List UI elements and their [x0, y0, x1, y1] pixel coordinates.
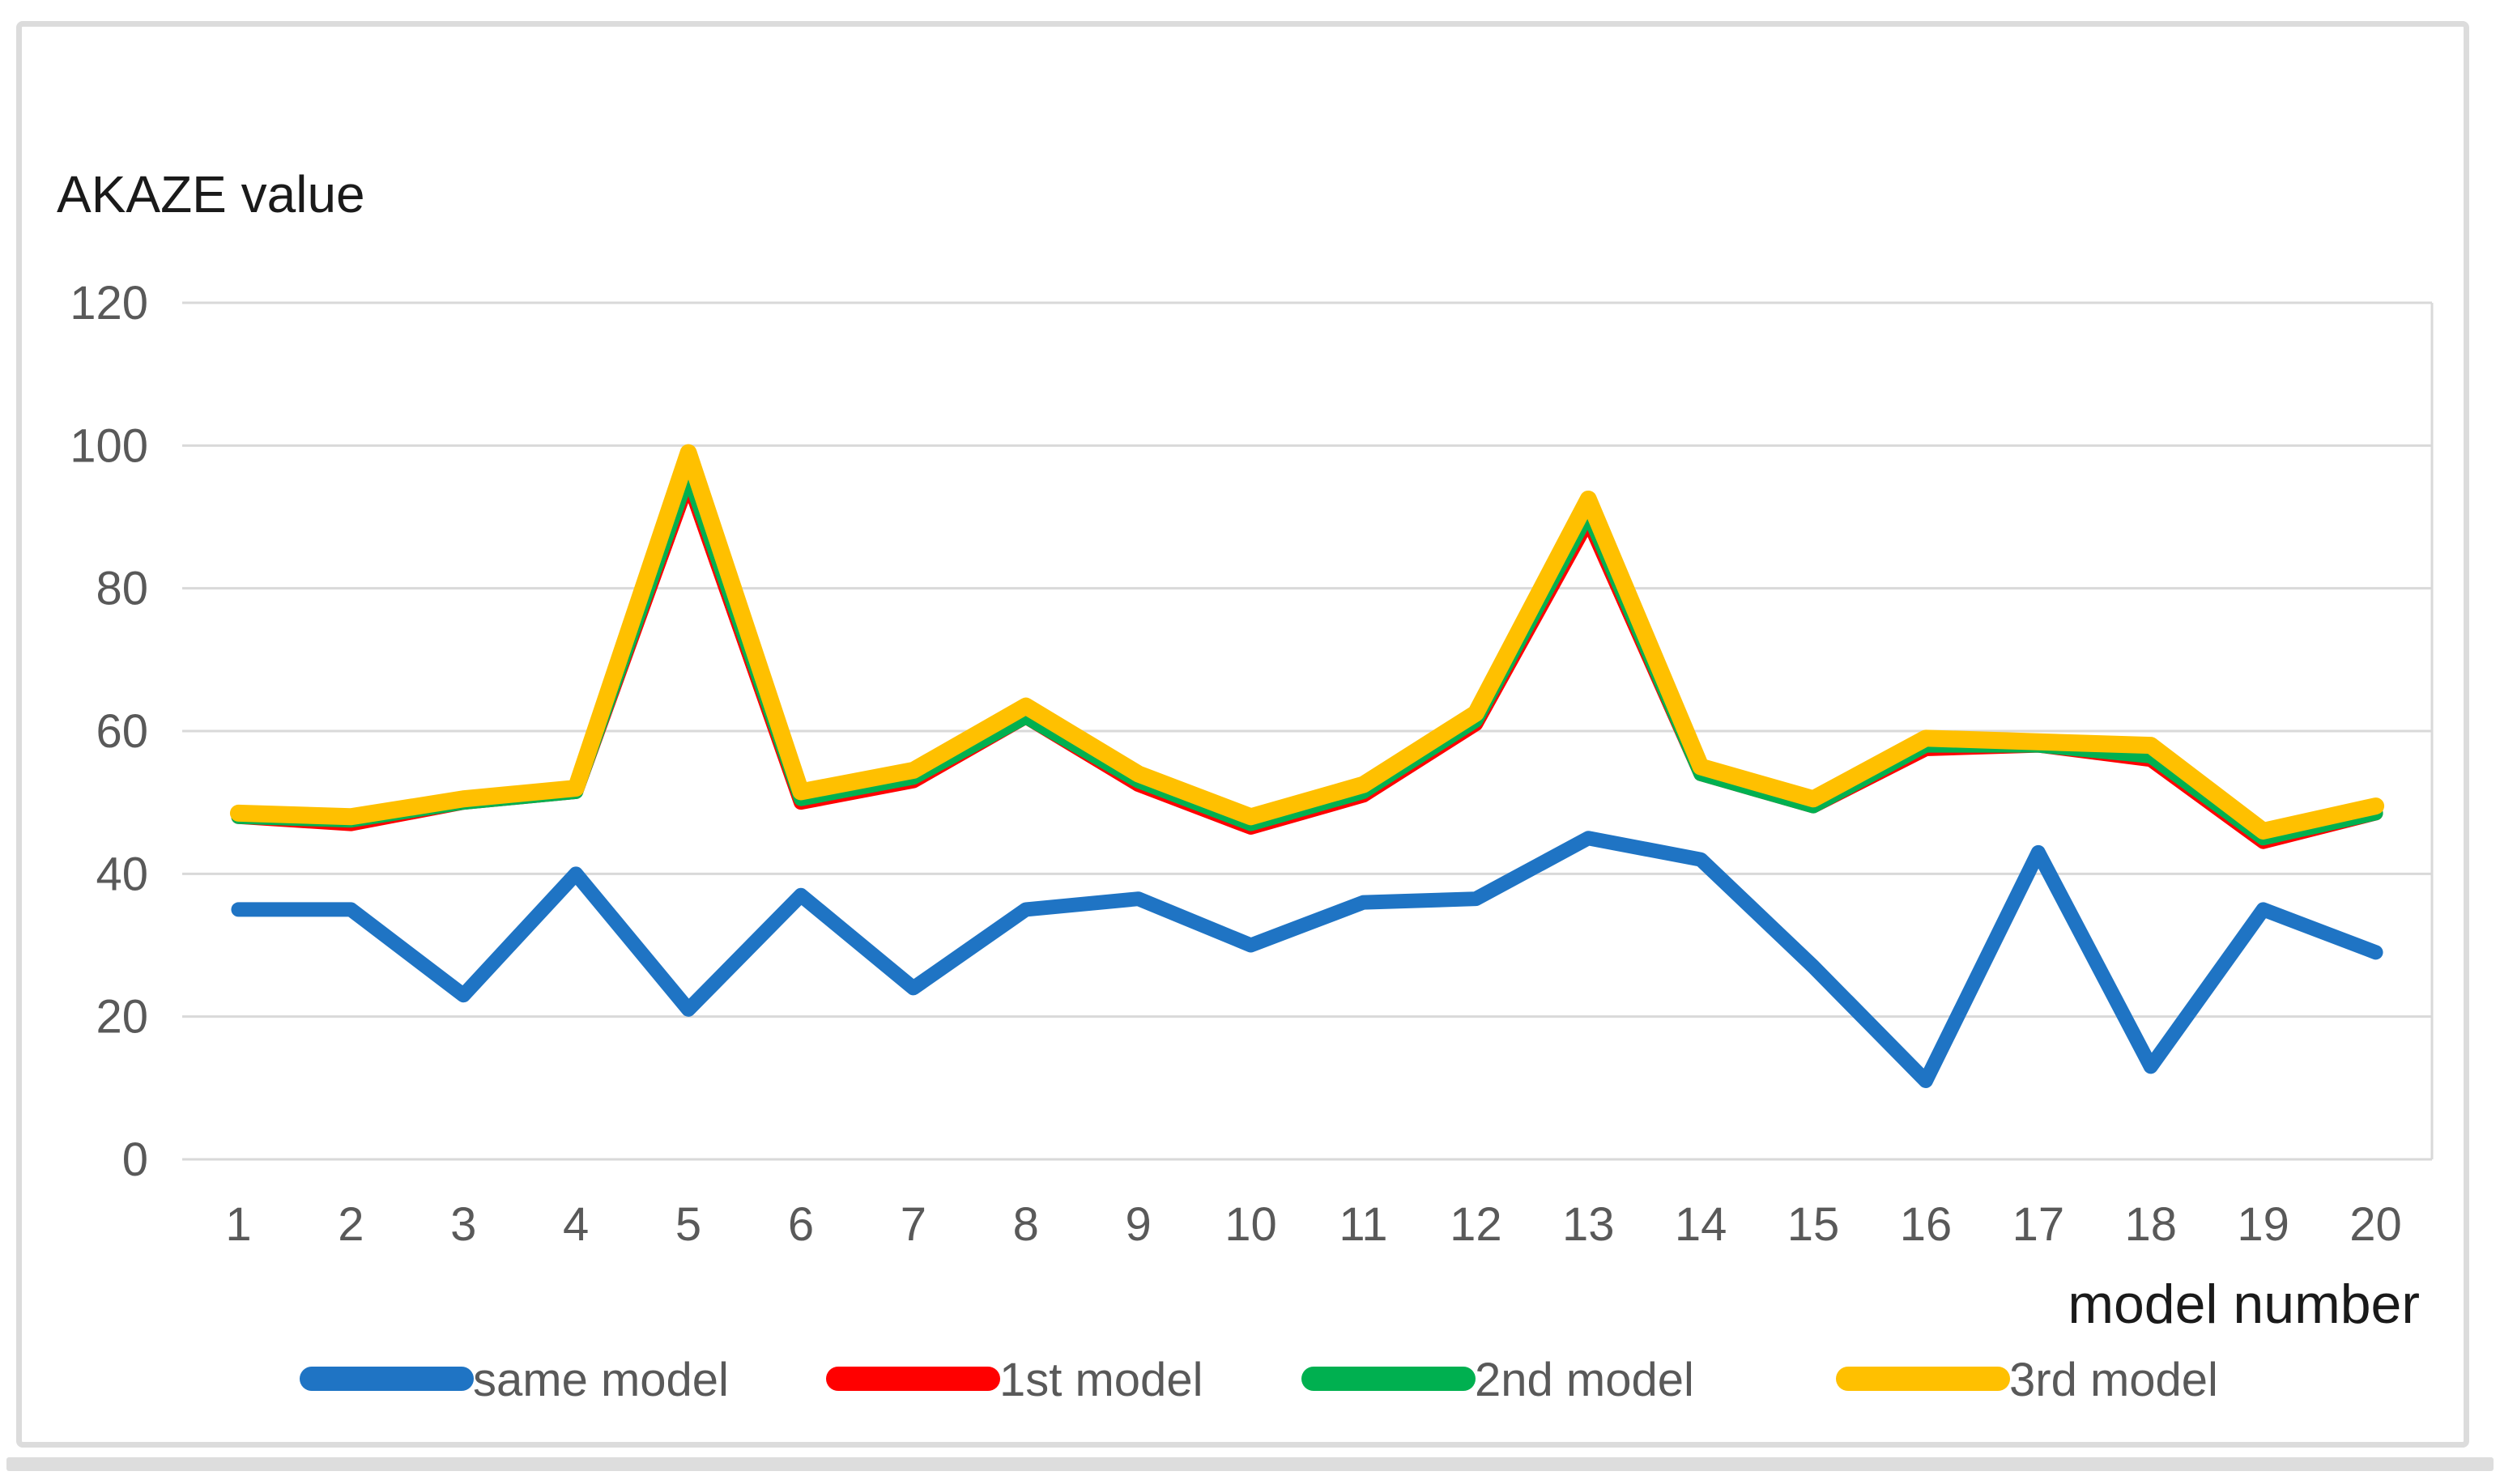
x-axis-labels: 1 2 3 4 5 6 7 8 9 10 11 12 13 14 15 16 17 18 19 20 — [225, 1198, 2401, 1251]
x-tick-label-1: 1 — [225, 1198, 251, 1251]
y-tick-label-100: 100 — [70, 419, 148, 472]
x-tick-label-20: 20 — [2349, 1198, 2402, 1251]
x-tick-label-17: 17 — [2012, 1198, 2065, 1251]
x-tick-label-11: 11 — [1339, 1198, 1387, 1251]
x-axis-title: model number — [2068, 1274, 2420, 1335]
y-tick-label-0: 0 — [122, 1133, 148, 1186]
x-tick-label-14: 14 — [1675, 1198, 1727, 1251]
legend-label-same-model: same model — [473, 1354, 729, 1406]
x-tick-label-3: 3 — [450, 1198, 476, 1251]
legend-item-2nd-model: 2nd model — [1301, 1354, 1694, 1406]
y-tick-label-80: 80 — [96, 563, 148, 615]
series-lines — [229, 444, 2385, 1089]
legend-label-3rd-model: 3rd model — [2009, 1354, 2218, 1406]
x-tick-label-19: 19 — [2237, 1198, 2289, 1251]
x-tick-label-2: 2 — [338, 1198, 364, 1251]
y-tick-label-40: 40 — [96, 848, 148, 900]
x-tick-label-7: 7 — [901, 1198, 926, 1251]
x-tick-label-4: 4 — [563, 1198, 589, 1251]
x-tick-label-18: 18 — [2124, 1198, 2177, 1251]
series-line-3rd-model — [229, 444, 2385, 840]
y-tick-label-60: 60 — [96, 705, 148, 758]
legend: same model 1st model 2nd model 3rd model — [300, 1354, 2218, 1406]
x-tick-label-13: 13 — [1562, 1198, 1615, 1251]
y-tick-label-120: 120 — [70, 277, 148, 330]
x-tick-label-15: 15 — [1787, 1198, 1840, 1251]
x-tick-label-8: 8 — [1013, 1198, 1039, 1251]
legend-item-same-model: same model — [300, 1354, 729, 1406]
frame-bottom-edge — [6, 1457, 2494, 1471]
x-tick-label-6: 6 — [788, 1198, 814, 1251]
x-tick-label-10: 10 — [1224, 1198, 1277, 1251]
x-tick-label-16: 16 — [1900, 1198, 1953, 1251]
legend-label-1st-model: 1st model — [999, 1354, 1203, 1406]
x-tick-label-12: 12 — [1450, 1198, 1502, 1251]
legend-label-2nd-model: 2nd model — [1475, 1354, 1694, 1406]
series-line-same-model — [231, 831, 2383, 1089]
legend-item-1st-model: 1st model — [826, 1354, 1203, 1406]
x-tick-label-9: 9 — [1126, 1198, 1152, 1251]
x-tick-label-5: 5 — [675, 1198, 701, 1251]
gridlines — [182, 301, 2434, 1161]
y-tick-label-20: 20 — [96, 991, 148, 1044]
y-axis-labels: 0 20 40 60 80 100 120 — [70, 277, 148, 1186]
chart-title: AKAZE value — [57, 165, 365, 223]
legend-item-3rd-model: 3rd model — [1836, 1354, 2218, 1406]
